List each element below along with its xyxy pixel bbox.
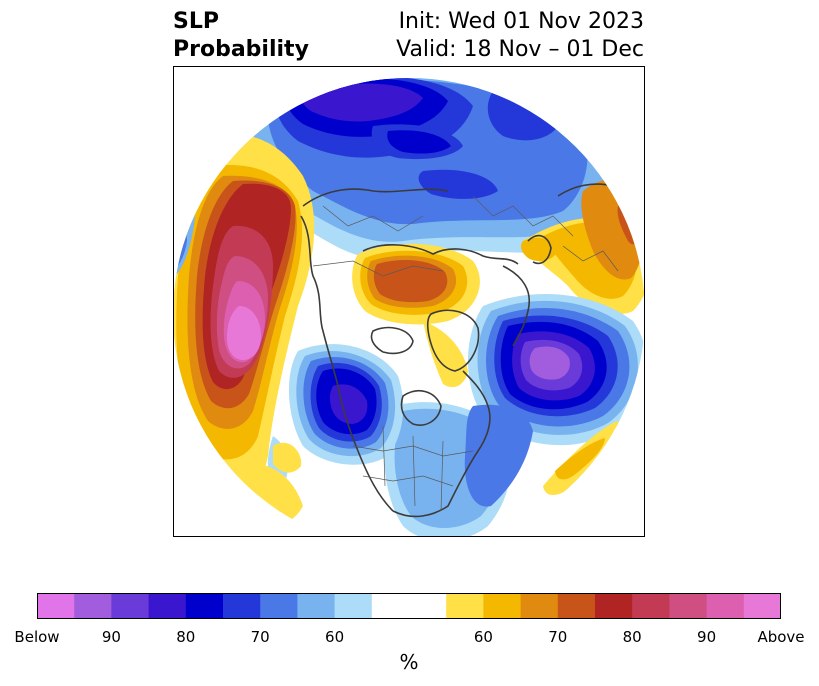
colorbar-swatch (297, 593, 336, 619)
colorbar (37, 593, 781, 619)
polar-map (173, 66, 645, 537)
colorbar-tick-label: 80 (176, 628, 196, 646)
colorbar-swatch (557, 593, 596, 619)
coast-asia-north (302, 188, 449, 207)
anomaly-fill (173, 78, 645, 537)
colorbar-unit: % (399, 650, 419, 674)
colorbar-swatch (37, 593, 75, 619)
colorbar-swatch (520, 593, 559, 619)
map-border (173, 66, 645, 537)
colorbar-border (37, 593, 781, 619)
colorbar-swatch (334, 593, 373, 619)
valid-range: Valid: 18 Nov – 01 Dec (396, 37, 644, 62)
colorbar-tick-label: 80 (622, 628, 642, 646)
colorbar-swatch (148, 593, 187, 619)
init-date: Init: Wed 01 Nov 2023 (398, 9, 644, 34)
colorbar-swatch (632, 593, 670, 619)
colorbar-tick-label: 70 (548, 628, 568, 646)
colorbar-swatch (260, 593, 298, 619)
colorbar-swatch (595, 593, 633, 619)
colorbar-swatch (223, 593, 261, 619)
colorbar-swatch (743, 593, 781, 619)
colorbar-swatch (706, 593, 745, 619)
colorbar-swatch (446, 593, 484, 619)
coast-north-america-west (300, 215, 394, 512)
title-line-slp: SLP (173, 9, 219, 34)
colorbar-swatch (669, 593, 708, 619)
colorbar-tick-label: 90 (697, 628, 717, 646)
colorbar-tick-label: 60 (473, 628, 493, 646)
map-panel (173, 66, 645, 537)
map-title: SLP Probability (173, 8, 309, 64)
colorbar-tick-label: 70 (250, 628, 270, 646)
colorbar-swatch (371, 593, 410, 619)
coast-hudson-bay (400, 390, 442, 426)
title-line-probability: Probability (173, 37, 309, 62)
date-info: Init: Wed 01 Nov 2023 Valid: 18 Nov – 01… (396, 8, 644, 64)
colorbar-swatch (185, 593, 224, 619)
colorbar-swatch (74, 593, 112, 619)
colorbar-swatch (409, 593, 447, 619)
colorbar-tick-label: 90 (101, 628, 121, 646)
coast-scandinavia (527, 234, 552, 265)
coast-siberia (362, 244, 519, 265)
colorbar-swatch (483, 593, 522, 619)
coast-greenland (426, 309, 480, 372)
colorbar-tick-label: Above (757, 628, 805, 646)
coast-north-america-east (392, 370, 491, 518)
coast-arctic-islands (370, 326, 414, 355)
colorbar-tick-label: Below (14, 628, 60, 646)
colorbar-swatch (111, 593, 150, 619)
colorbar-tick-label: 60 (325, 628, 345, 646)
coast-europe (502, 265, 530, 347)
